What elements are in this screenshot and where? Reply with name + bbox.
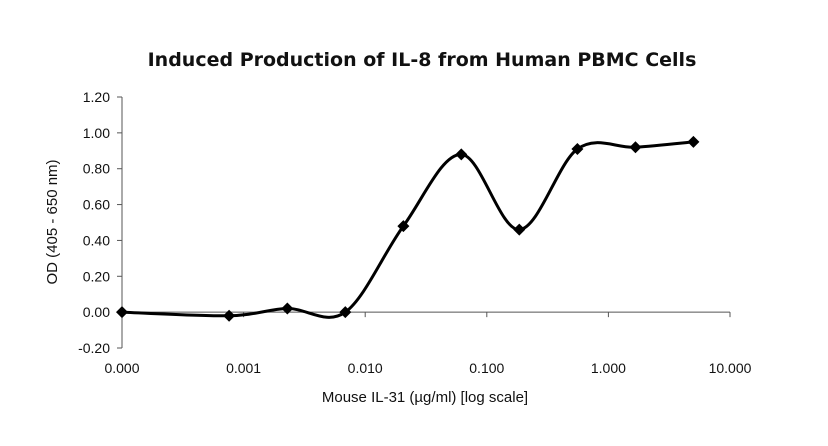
y-tick-label: 0.80	[83, 161, 110, 177]
y-tick-label: 0.40	[83, 232, 110, 248]
y-tick-label: 0.60	[83, 197, 110, 213]
chart-title: Induced Production of IL-8 from Human PB…	[148, 49, 697, 71]
data-point	[629, 141, 642, 154]
data-point	[571, 142, 584, 155]
y-tick-label: 0.00	[83, 304, 110, 320]
x-tick-label: 0.001	[226, 360, 261, 376]
x-tick-label: 0.010	[348, 360, 383, 376]
data-point	[513, 223, 526, 236]
data-point	[281, 302, 294, 315]
y-tick-label: 1.00	[83, 125, 110, 141]
data-point	[397, 220, 410, 233]
data-point	[339, 306, 352, 319]
plot-area: -0.20 0.00 0.20 0.40 0.60 0.80 1.00 1.20 0.000 0.…	[78, 89, 752, 376]
y-tick-label: -0.20	[78, 340, 110, 356]
data-point	[455, 148, 468, 161]
data-point	[116, 306, 128, 319]
x-tick-label: 1.000	[591, 360, 626, 376]
x-tick-label: 0.000	[104, 360, 139, 376]
data-point	[223, 309, 236, 322]
y-tick-label: 0.20	[83, 268, 110, 284]
x-tick-label: 10.000	[709, 360, 752, 376]
x-axis-label: Mouse IL-31 (µg/ml) [log scale]	[322, 389, 528, 406]
series-line	[121, 140, 694, 319]
y-axis-label: OD (405 - 650 nm)	[44, 159, 61, 284]
x-tick-label: 0.100	[469, 360, 504, 376]
y-tick-label: 1.20	[83, 89, 110, 105]
data-point	[687, 135, 700, 148]
